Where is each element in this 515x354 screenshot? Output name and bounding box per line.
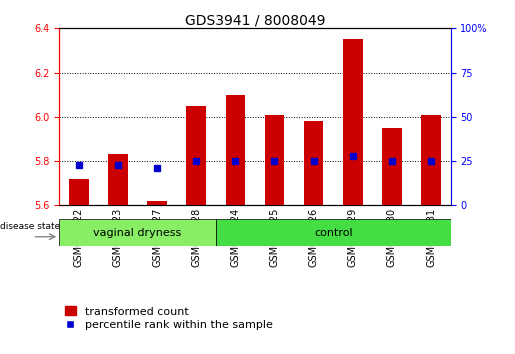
Title: GDS3941 / 8008049: GDS3941 / 8008049 — [185, 13, 325, 27]
Bar — [216, 219, 451, 246]
Text: disease state: disease state — [0, 222, 60, 230]
Bar — [108, 154, 128, 205]
Bar — [147, 201, 167, 205]
Bar — [69, 179, 89, 205]
Bar — [265, 115, 284, 205]
Bar — [186, 106, 206, 205]
Bar — [59, 219, 216, 246]
Bar — [421, 115, 441, 205]
Bar — [304, 121, 323, 205]
Bar — [382, 128, 402, 205]
Text: control: control — [314, 228, 352, 238]
Bar — [226, 95, 245, 205]
Legend: transformed count, percentile rank within the sample: transformed count, percentile rank withi… — [65, 307, 272, 330]
Text: vaginal dryness: vaginal dryness — [93, 228, 182, 238]
Bar — [343, 39, 363, 205]
